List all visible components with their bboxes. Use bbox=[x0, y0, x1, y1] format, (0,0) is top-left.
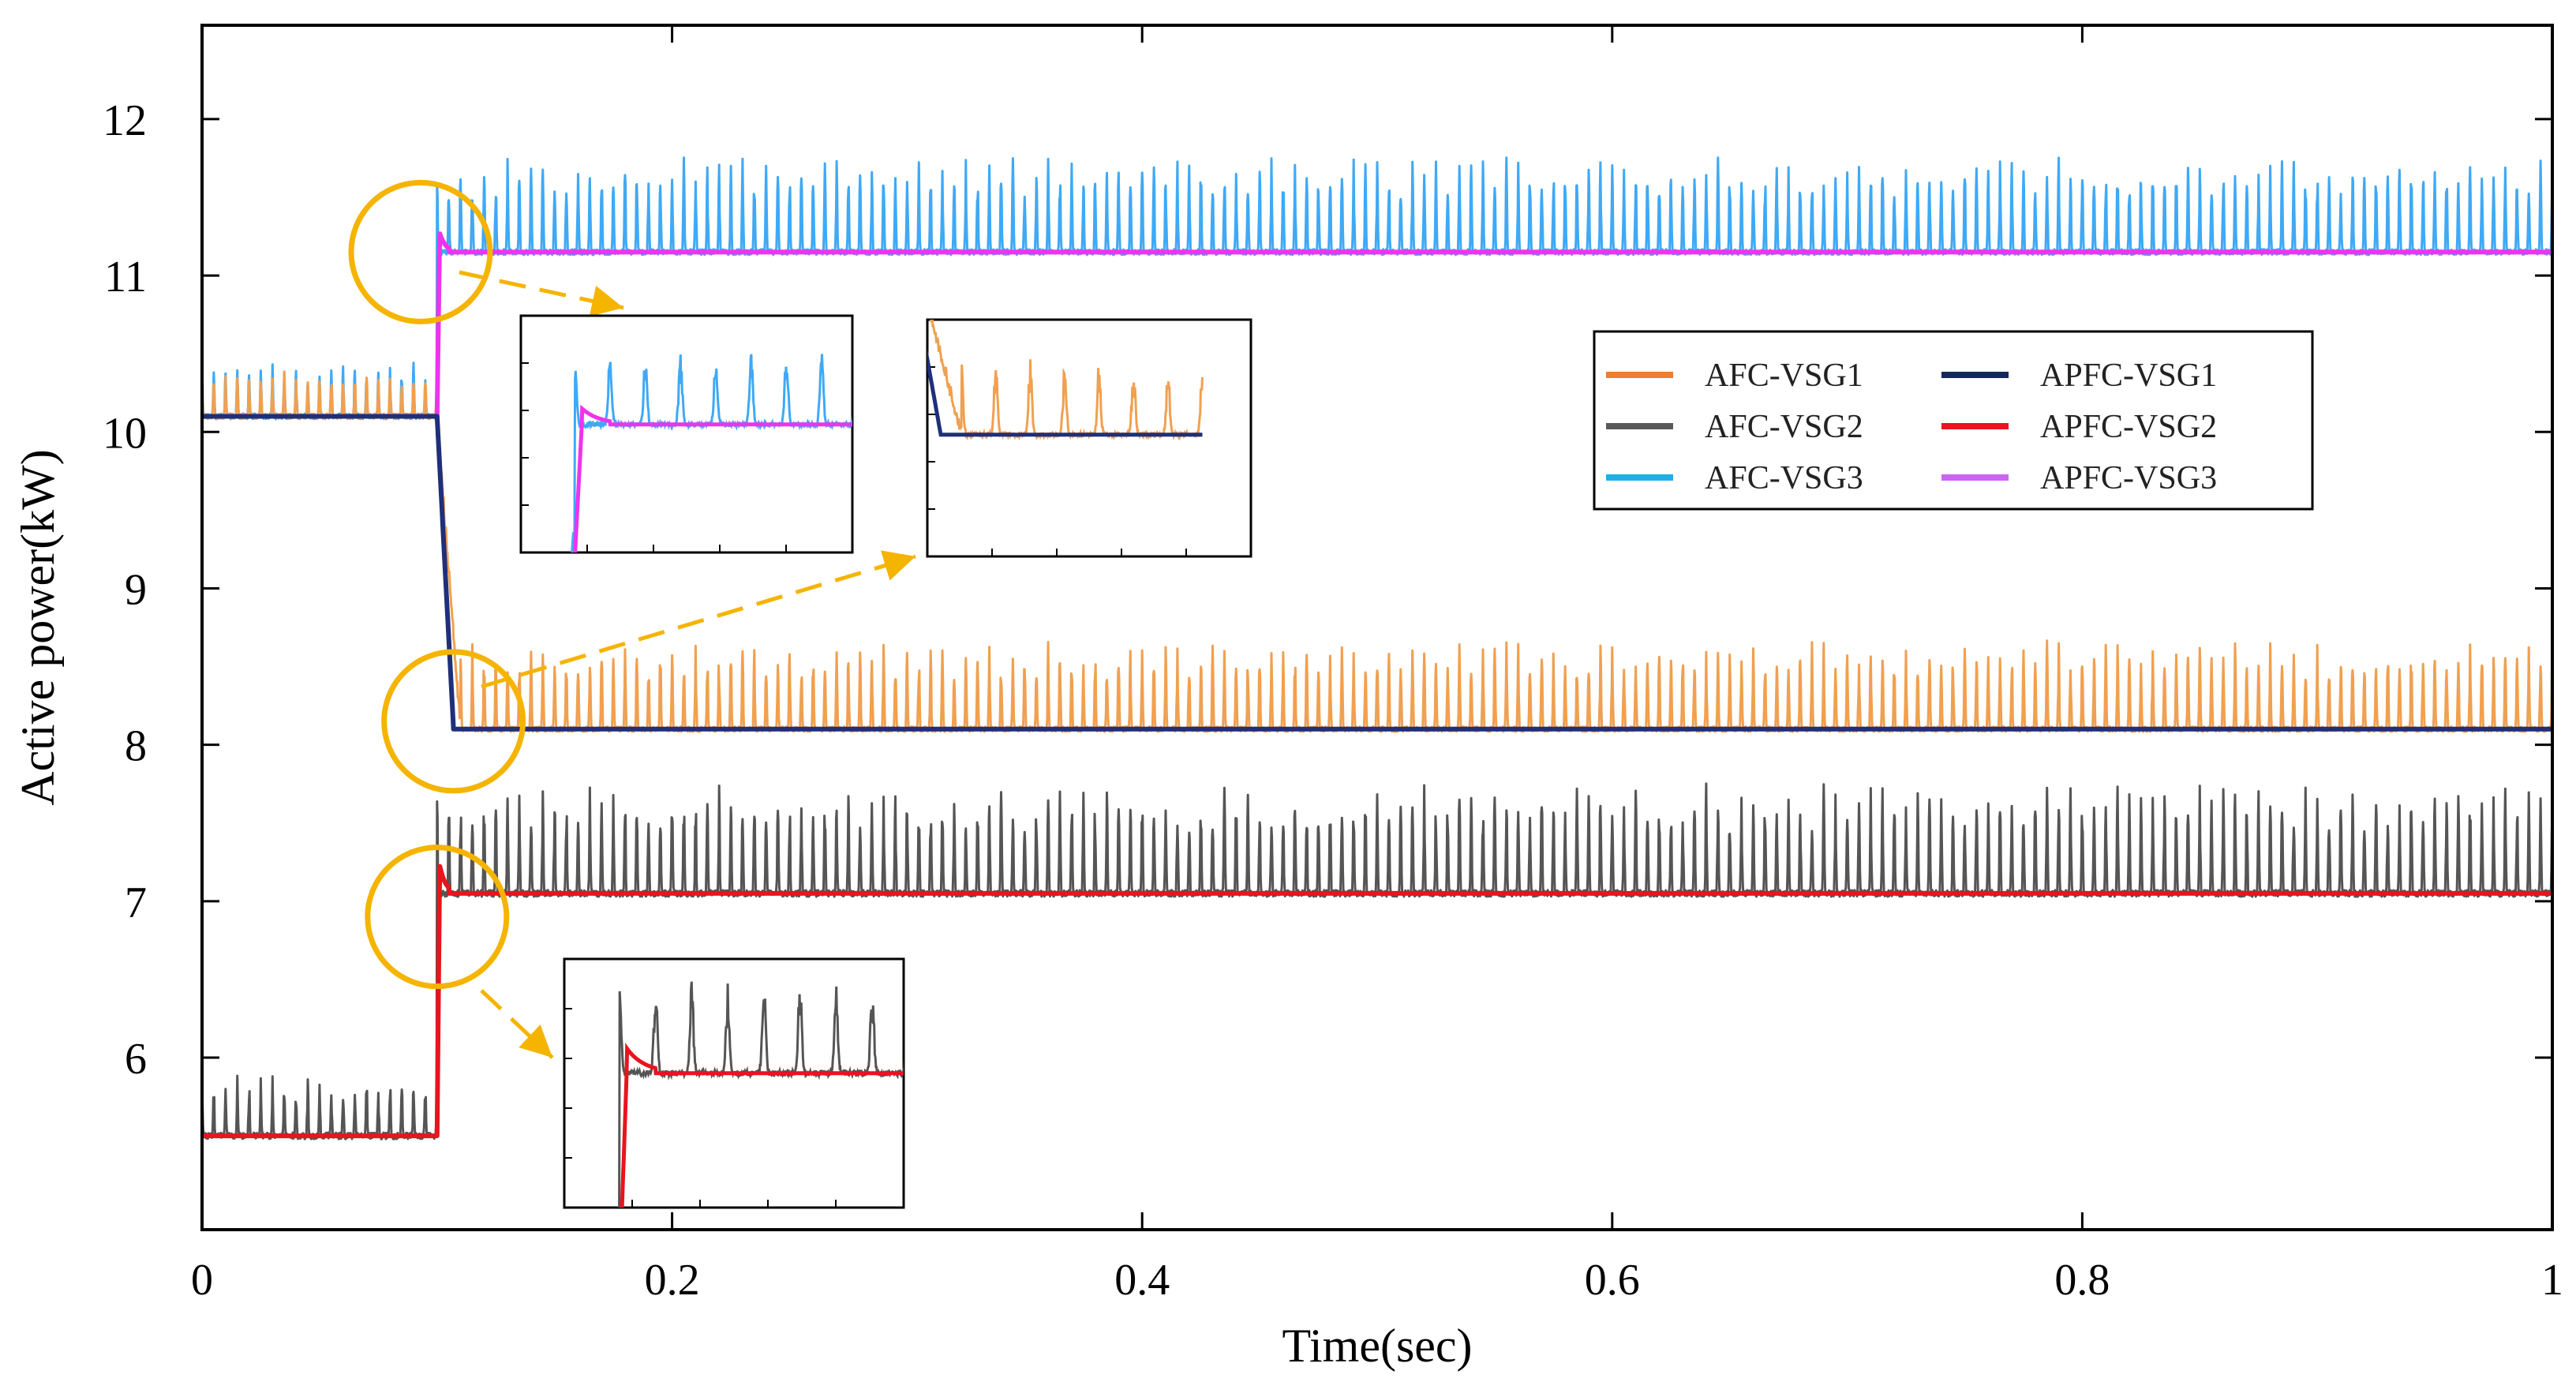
x-tick-label: 1 bbox=[2541, 1256, 2563, 1305]
series-line-afc-vsg2 bbox=[202, 782, 2552, 1140]
x-axis-title: Time(sec) bbox=[1282, 1320, 1472, 1372]
zoom-arrow bbox=[481, 550, 916, 689]
series-line-apfc-vsg1 bbox=[202, 414, 2552, 732]
inset-line-apfc-vsg1 bbox=[927, 347, 1203, 437]
annotation-layer bbox=[348, 179, 526, 990]
legend-label-afc-vsg3: AFC-VSG3 bbox=[1705, 460, 1863, 496]
y-tick-label: 12 bbox=[103, 96, 147, 145]
inset-lower bbox=[563, 957, 905, 1209]
legend: AFC-VSG1 AFC-VSG2 AFC-VSG3 APFC-VSG1 APFC-VS… bbox=[1593, 330, 2314, 511]
x-tick-label: 0.8 bbox=[2054, 1256, 2110, 1305]
legend-label-afc-vsg1: AFC-VSG1 bbox=[1705, 358, 1863, 394]
x-tick-label: 0.2 bbox=[645, 1256, 700, 1305]
zoom-circle bbox=[365, 845, 510, 990]
legend-label-afc-vsg2: AFC-VSG2 bbox=[1705, 409, 1863, 445]
inset-layer bbox=[459, 270, 1252, 1209]
series-layer bbox=[202, 156, 2552, 1140]
inset-frame bbox=[519, 314, 854, 554]
zoom-arrow bbox=[480, 989, 554, 1059]
y-tick-label: 7 bbox=[125, 878, 147, 927]
x-tick-label: 0.6 bbox=[1585, 1256, 1640, 1305]
y-axis-title: Active power(kW) bbox=[12, 449, 64, 805]
x-tick-label: 0.4 bbox=[1114, 1256, 1170, 1305]
legend-label-apfc-vsg3: APFC-VSG3 bbox=[2040, 460, 2217, 496]
y-tick-label: 11 bbox=[104, 253, 147, 301]
y-tick-label: 9 bbox=[125, 565, 147, 614]
zoom-arrow bbox=[459, 270, 624, 317]
inset-line-apfc-vsg3 bbox=[573, 404, 852, 552]
y-tick-label: 6 bbox=[125, 1035, 147, 1084]
x-tick-label: 0 bbox=[191, 1256, 213, 1305]
zoom-circle bbox=[381, 649, 526, 794]
y-tick-label: 8 bbox=[125, 722, 147, 771]
series-line-apfc-vsg2 bbox=[202, 863, 2552, 1139]
series-line-apfc-vsg3 bbox=[202, 231, 2552, 419]
tick-layer: 0 0.2 0.4 0.6 0.8 1 6 7 8 9 10 11 12 bbox=[103, 25, 2563, 1305]
legend-label-apfc-vsg1: APFC-VSG1 bbox=[2040, 358, 2217, 394]
inset-upper bbox=[519, 314, 854, 554]
y-tick-label: 10 bbox=[103, 409, 147, 458]
inset-frame bbox=[563, 957, 905, 1209]
inset-middle bbox=[926, 318, 1252, 558]
inset-line-apfc-vsg2 bbox=[620, 1043, 904, 1208]
legend-label-apfc-vsg2: APFC-VSG2 bbox=[2040, 409, 2217, 445]
zoom-circle bbox=[348, 179, 493, 324]
inset-line-afc-vsg2 bbox=[618, 981, 904, 1208]
plot-frame bbox=[200, 24, 2554, 1231]
